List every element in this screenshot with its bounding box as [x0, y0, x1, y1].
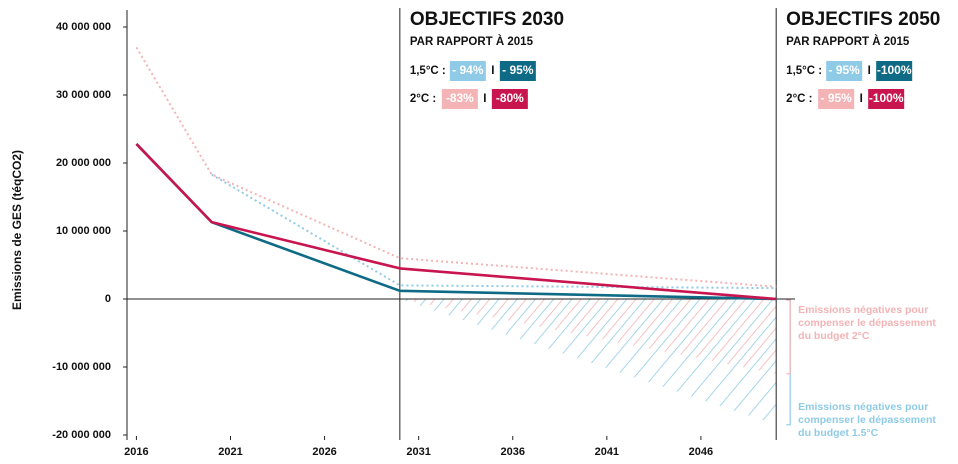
row-label: 2°C :: [786, 93, 812, 105]
row-label: 2°C :: [410, 93, 436, 105]
negative-area: [399, 299, 777, 374]
line: [211, 173, 777, 290]
line: [135, 46, 777, 288]
line: [135, 143, 777, 301]
x-tick-label: 2036: [501, 446, 525, 458]
badge: [491, 89, 528, 109]
badge-text: -100%: [869, 91, 904, 105]
annotation: du budget 2°C: [798, 330, 870, 342]
y-tick-label: 30 000 000: [56, 89, 111, 101]
annotation: Emissions négatives pour: [798, 304, 928, 316]
separator: I: [868, 65, 871, 77]
y-tick-label: -20 000 000: [52, 429, 111, 441]
row-label: 1,5°C :: [786, 65, 822, 77]
badge-text: - 95%: [502, 63, 534, 77]
objective-title: OBJECTIFS 2030: [410, 9, 564, 30]
x-tick-label: 2041: [595, 446, 619, 458]
x-tick-label: 2031: [406, 446, 430, 458]
badge: [818, 89, 855, 109]
y-axis-label: Emissions de GES (téqCO2): [10, 150, 24, 310]
annotation: Emissions négatives pour: [798, 401, 928, 413]
bracket: [786, 299, 791, 375]
annotation: compenser le dépassement: [798, 317, 936, 329]
y-tick-label: 0: [105, 293, 111, 305]
badge: [876, 61, 913, 81]
separator: I: [860, 93, 863, 105]
annotation: du budget 1.5°C: [798, 427, 878, 439]
badge: [449, 61, 486, 81]
separator: I: [483, 93, 486, 105]
x-tick-label: 2021: [218, 446, 242, 458]
x-tick-label: 2026: [312, 446, 336, 458]
badge-text: -80%: [496, 91, 524, 105]
badge: [499, 61, 536, 81]
y-tick-label: 20 000 000: [56, 157, 111, 169]
x-tick-label: 2046: [689, 446, 713, 458]
badge: [441, 89, 478, 109]
badge-text: -100%: [877, 63, 912, 77]
badge-text: - 95%: [821, 91, 853, 105]
y-tick-label: 10 000 000: [56, 225, 111, 237]
line: [135, 143, 777, 301]
objective-title: OBJECTIFS 2050: [786, 9, 940, 30]
objective-subtitle: PAR RAPPORT À 2015: [410, 35, 534, 48]
badge-text: - 94%: [452, 63, 484, 77]
row-label: 1,5°C :: [410, 65, 446, 77]
x-tick-label: 2016: [124, 446, 148, 458]
badge-text: -83%: [446, 91, 474, 105]
separator: I: [491, 65, 494, 77]
badge-text: - 95%: [829, 63, 861, 77]
annotation: compenser le dépassement: [798, 414, 936, 426]
objective-subtitle: PAR RAPPORT À 2015: [786, 35, 910, 48]
badge: [868, 89, 905, 109]
y-tick-label: 40 000 000: [56, 21, 111, 33]
badge: [826, 61, 863, 81]
y-tick-label: -10 000 000: [52, 361, 111, 373]
